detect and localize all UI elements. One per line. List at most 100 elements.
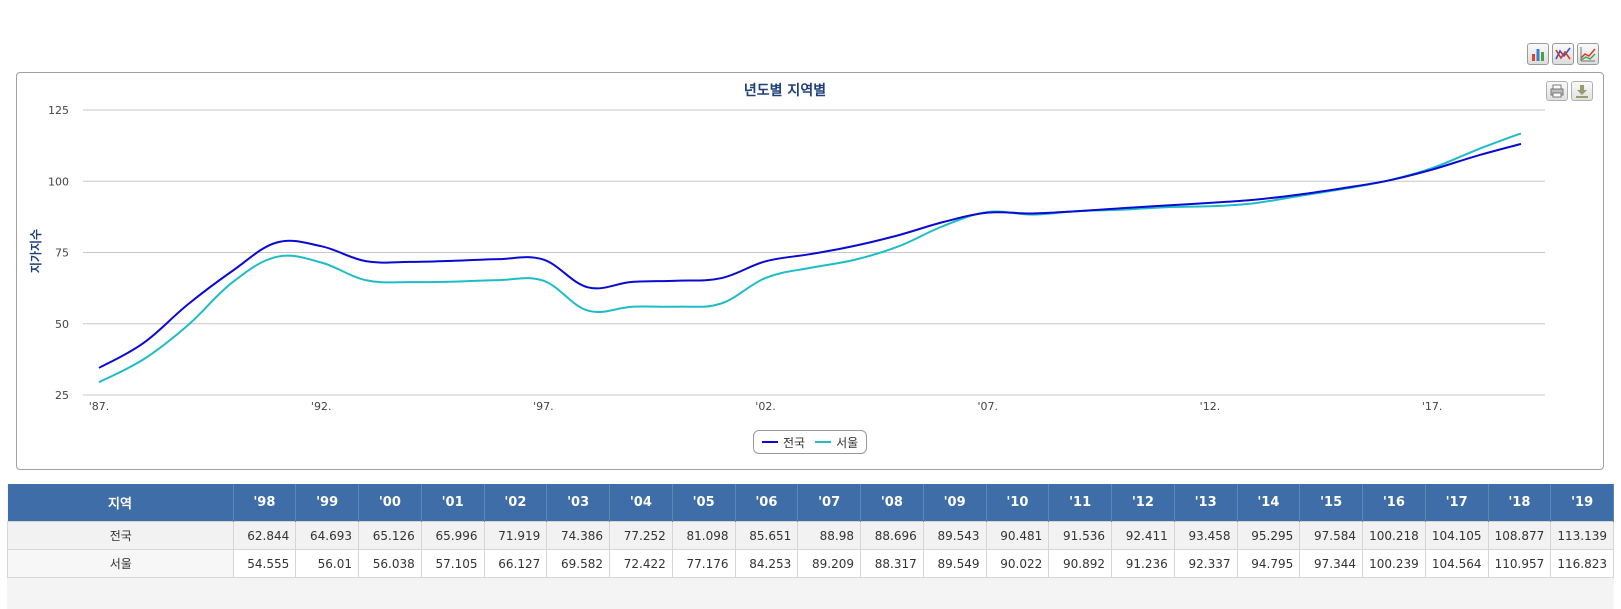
area-chart-icon [1580,47,1596,62]
data-table-container: 지역 '98'99'00'01'02'03'04'05'06'07'08'09 '… [7,484,1614,609]
table-cell: 97.584 [1299,521,1363,550]
line-chart-button[interactable] [1552,43,1574,65]
column-header-year: '18 [1488,484,1552,522]
table-cell: 92.337 [1173,549,1238,578]
column-header-year: '08 [860,484,924,522]
table-cell: 90.022 [985,549,1050,578]
y-axis-label: 지가지수 [28,229,43,273]
column-header-year: '14 [1237,484,1301,522]
table-cell: 57.105 [420,549,485,578]
table-cell: 65.996 [420,521,485,550]
legend-swatch [762,441,778,443]
column-header-year: '98 [233,484,297,522]
table-cell: 89.543 [922,521,987,550]
table-cell: 89.549 [922,549,987,578]
y-tick-labels: 25 50 75 100 125 [48,104,69,402]
data-table: 지역 '98'99'00'01'02'03'04'05'06'07'08'09 '… [7,484,1614,578]
table-cell: 100.218 [1362,521,1426,550]
table-cell: 93.458 [1173,521,1238,550]
print-button[interactable] [1546,81,1568,101]
download-icon [1576,85,1588,98]
column-header-year: '06 [735,484,799,522]
table-cell: 104.105 [1424,521,1489,550]
table-cell: 104.564 [1424,549,1489,578]
table-cell: 88.317 [860,549,924,578]
table-cell: 71.919 [483,521,548,550]
series-lines [98,132,1522,384]
x-tick-label: '12. [1200,400,1221,413]
table-cell: 65.126 [358,521,422,550]
column-header-year: '12 [1111,484,1175,522]
table-cell: 94.795 [1236,549,1301,578]
row-region-cell: 서울 [7,549,234,578]
table-cell: 91.236 [1111,549,1175,578]
y-tick-label: 100 [48,175,69,188]
series-line-nationwide [98,142,1522,369]
series-line-seoul [98,132,1522,384]
y-tick-label: 125 [48,104,69,117]
table-cell: 108.877 [1487,521,1552,550]
table-cell: 116.823 [1550,549,1614,578]
table-header-row: 지역 '98'99'00'01'02'03'04'05'06'07'08'09 '… [7,484,1614,522]
legend-label: 서울 [836,435,859,450]
x-tick-label: '07. [977,400,998,413]
table-cell: 85.651 [734,521,799,550]
table-cell: 88.98 [797,521,861,550]
area-chart-button[interactable] [1577,43,1599,65]
column-header-year: '04 [609,484,673,522]
table-cell: 100.239 [1362,549,1426,578]
chart-type-toolbar [1527,43,1599,65]
print-icon [1550,84,1564,98]
column-header-year: '01 [421,484,485,522]
table-cell: 110.957 [1487,549,1552,578]
x-tick-label: '17. [1422,400,1443,413]
y-tick-label: 25 [55,389,69,402]
bar-chart-icon [1532,49,1544,61]
column-header-year: '13 [1174,484,1238,522]
table-cell: 84.253 [734,549,799,578]
table-cell: 72.422 [609,549,673,578]
y-tick-label: 75 [55,247,69,260]
table-cell: 113.139 [1550,521,1614,550]
column-header-year: '15 [1299,484,1363,522]
legend-swatch [815,441,832,443]
column-header-year: '11 [1048,484,1112,522]
table-cell: 56.038 [358,549,422,578]
table-row: 전국 62.844 64.693 65.126 65.996 71.919 74.386 77… [7,521,1614,550]
legend-item-seoul[interactable]: 서울 [815,434,858,451]
x-tick-label: '92. [311,400,332,413]
chart-title: 년도별 지역별 [744,82,826,99]
table-cell: 88.696 [860,521,924,550]
table-cell: 95.295 [1236,521,1301,550]
table-cell: 54.555 [232,549,297,578]
table-cell: 66.127 [483,549,548,578]
chart-panel: 년도별 지역별 지가지수 25 50 75 100 125 '87. '92. '97. '0… [16,72,1604,470]
table-row: 서울 54.555 56.01 56.038 57.105 66.127 69.582 72.… [7,549,1614,578]
line-chart: 년도별 지역별 지가지수 25 50 75 100 125 '87. '92. '97. '0… [28,82,1545,413]
column-header-year: '05 [672,484,736,522]
table-cell: 64.693 [295,521,359,550]
column-header-year: '16 [1362,484,1426,522]
legend-label: 전국 [783,435,806,450]
chart-legend: 전국 서울 [753,430,868,454]
column-header-year: '19 [1550,484,1614,522]
column-header-year: '10 [986,484,1050,522]
bar-chart-button[interactable] [1527,43,1549,65]
y-tick-label: 50 [55,318,69,331]
download-button[interactable] [1571,81,1593,101]
legend-item-nationwide[interactable]: 전국 [762,434,805,451]
chart-tools [1546,81,1593,101]
table-cell: 91.536 [1048,521,1112,550]
column-header-year: '07 [797,484,861,522]
x-tick-labels: '87. '92. '97. '02. '07. '12. '17. [89,400,1443,413]
table-cell: 90.481 [985,521,1050,550]
column-header-year: '09 [923,484,987,522]
table-cell: 56.01 [295,549,359,578]
table-cell: 90.892 [1048,549,1112,578]
column-header-year: '02 [484,484,548,522]
table-cell: 77.176 [671,549,736,578]
table-cell: 97.344 [1299,549,1363,578]
row-region-cell: 전국 [7,521,234,550]
column-header-year: '03 [546,484,610,522]
line-chart-icon [1555,47,1571,60]
